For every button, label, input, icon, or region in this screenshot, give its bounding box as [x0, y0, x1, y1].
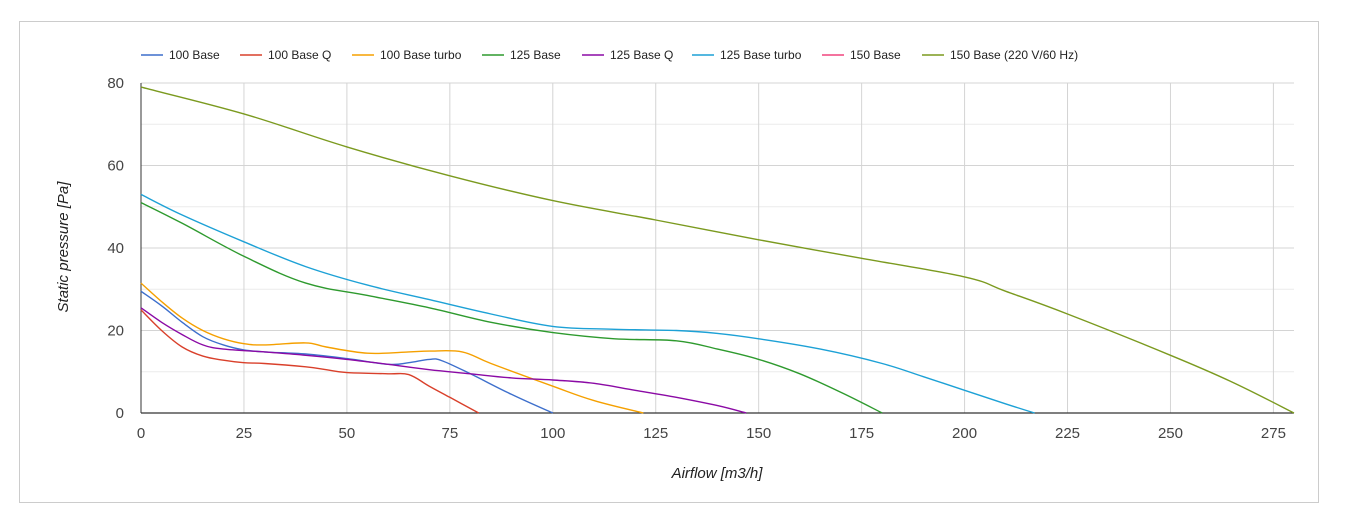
- y-axis-label: Static pressure [Pa]: [55, 181, 72, 313]
- series-line-4: [140, 201, 883, 414]
- chart-grid: [141, 82, 1294, 413]
- x-tick-label: 125: [643, 425, 668, 442]
- x-tick-label: 200: [952, 425, 977, 442]
- legend-label: 125 Base Q: [610, 48, 673, 62]
- series-line-6: [140, 193, 1035, 414]
- x-tick-label: 75: [441, 425, 458, 442]
- y-tick-label: 80: [107, 75, 124, 92]
- legend-item[interactable]: 150 Base: [822, 48, 901, 62]
- series-line-5: [140, 307, 747, 414]
- legend-label: 100 Base turbo: [380, 48, 462, 62]
- x-tick-label: 225: [1055, 425, 1080, 442]
- x-tick-label: 0: [137, 425, 145, 442]
- legend-label: 100 Base Q: [268, 48, 331, 62]
- x-tick-label: 275: [1261, 425, 1286, 442]
- legend-item[interactable]: 150 Base (220 V/60 Hz): [922, 48, 1078, 62]
- legend-label: 150 Base (220 V/60 Hz): [950, 48, 1078, 62]
- x-tick-label: 25: [236, 425, 253, 442]
- legend-item[interactable]: 125 Base: [482, 48, 561, 62]
- chart-series: [140, 86, 1295, 414]
- series-line-1: [140, 290, 554, 414]
- legend-label: 100 Base: [169, 48, 220, 62]
- chart-frame: [19, 21, 1319, 503]
- x-tick-label: 50: [339, 425, 356, 442]
- legend-item[interactable]: 100 Base: [141, 48, 220, 62]
- x-tick-label: 100: [540, 425, 565, 442]
- legend-label: 150 Base: [850, 48, 901, 62]
- legend: 100 Base 100 Base Q 100 Base turbo 125 Base…: [141, 48, 1078, 62]
- x-tick-label: 250: [1158, 425, 1183, 442]
- y-tick-label: 0: [116, 405, 124, 422]
- legend-item[interactable]: 100 Base turbo: [352, 48, 462, 62]
- y-tick-label: 40: [107, 240, 124, 257]
- series-line-3: [140, 282, 644, 414]
- legend-label: 125 Base turbo: [720, 48, 802, 62]
- x-tick-label: 175: [849, 425, 874, 442]
- series-line-2: [140, 309, 480, 414]
- y-tick-label: 20: [107, 323, 124, 340]
- chart-axes: 0 20 40 60 80 0 25 50 75 100 125 150 175 200 225 250 275: [107, 75, 1294, 442]
- x-axis-label: Airflow [m3/h]: [671, 465, 764, 482]
- legend-item[interactable]: 125 Base turbo: [692, 48, 802, 62]
- legend-label: 125 Base: [510, 48, 561, 62]
- legend-item[interactable]: 125 Base Q: [582, 48, 673, 62]
- series-line-8: [140, 86, 1295, 414]
- legend-item[interactable]: 100 Base Q: [240, 48, 331, 62]
- x-tick-label: 150: [746, 425, 771, 442]
- y-tick-label: 60: [107, 158, 124, 175]
